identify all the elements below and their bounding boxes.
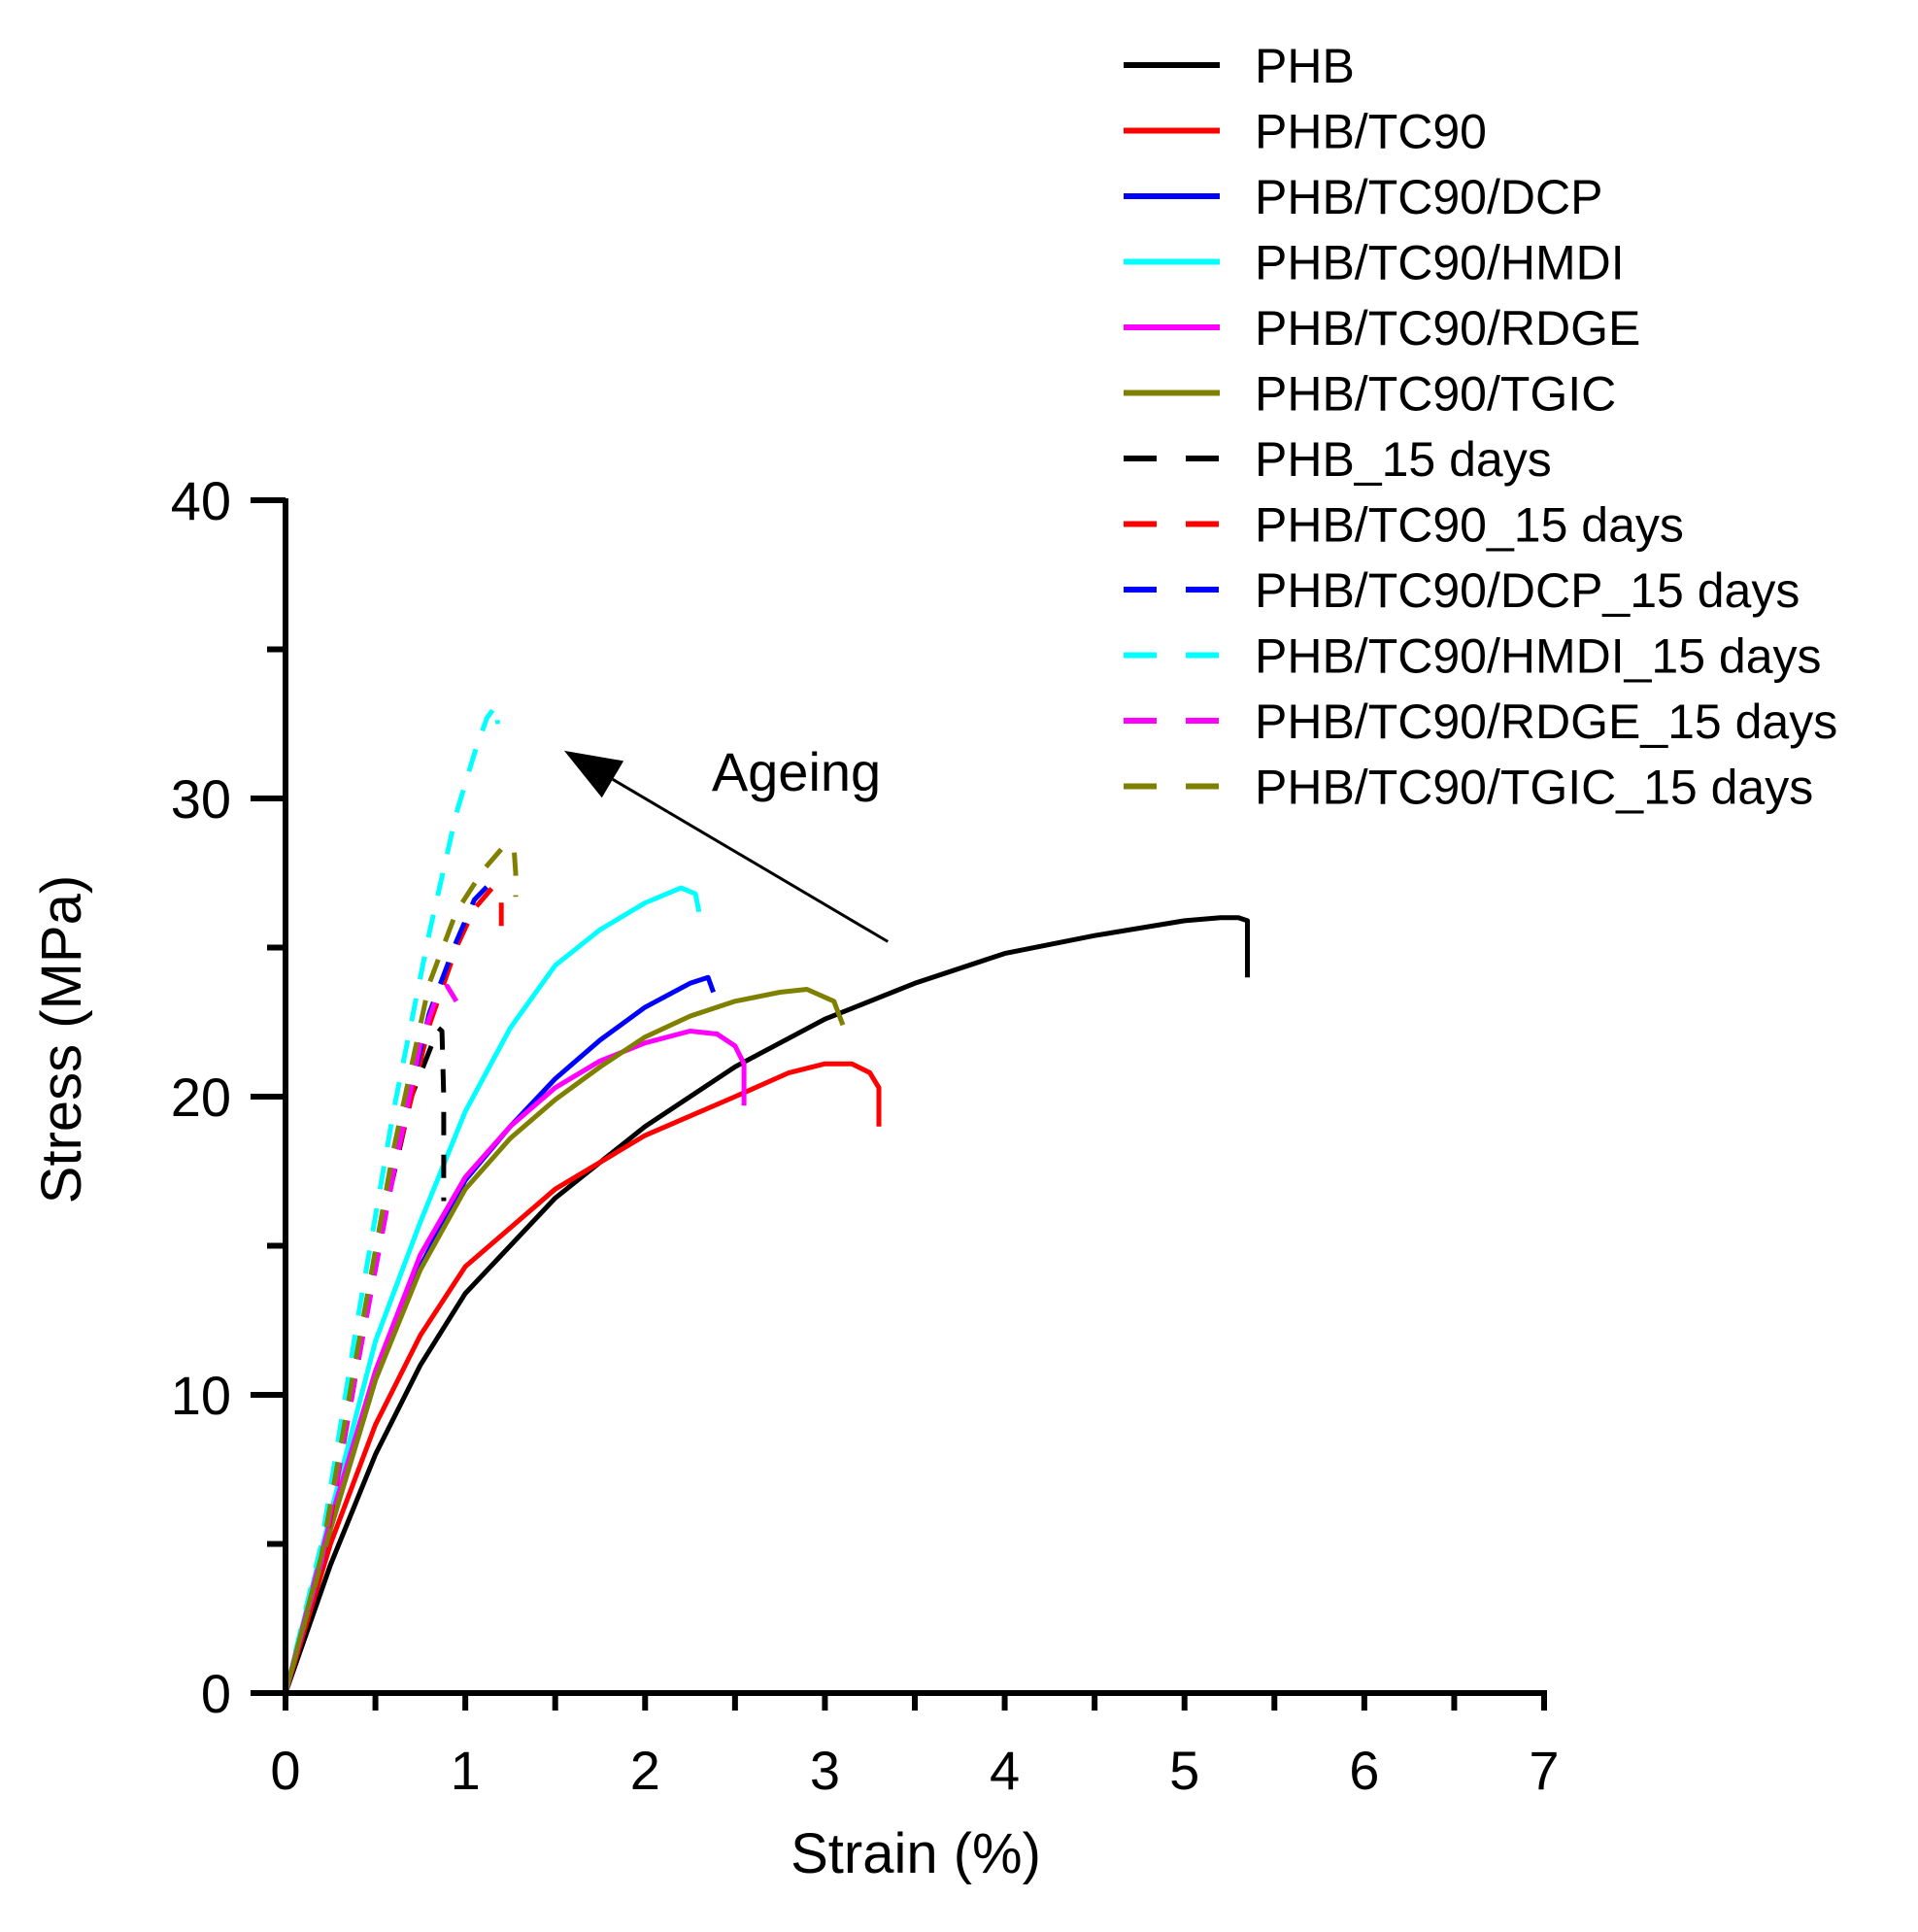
y-tick-label: 20 [171, 1067, 231, 1128]
legend-label-8: PHB/TC90/DCP_15 days [1255, 563, 1800, 618]
series-line-1 [283, 1061, 882, 1694]
ageing-annotation: Ageing [563, 741, 889, 943]
x-tick-label: 0 [270, 1740, 300, 1801]
series-line-4 [283, 1029, 747, 1694]
x-tick-label: 7 [1529, 1740, 1559, 1801]
x-tick-label: 3 [810, 1740, 840, 1801]
x-tick-label: 2 [630, 1740, 660, 1801]
y-tick-label: 30 [171, 768, 231, 830]
legend: PHB PHB/TC90 PHB/TC90/DCP PHB/TC90/HMDI PHB/… [1124, 39, 1837, 815]
y-tick-label: 40 [171, 470, 231, 531]
x-tick-label: 6 [1349, 1740, 1379, 1801]
series-layer [283, 703, 1250, 1694]
y-axis-label: Stress (MPa) [30, 875, 93, 1203]
series-line-11 [283, 843, 519, 1694]
axes: 0 1 2 3 4 5 6 7 0 10 20 30 40 [171, 470, 1560, 1801]
series-line-3 [283, 885, 702, 1694]
x-tick-label: 1 [451, 1740, 481, 1801]
legend-label-9: PHB/TC90/HMDI_15 days [1255, 629, 1822, 684]
series-line-5 [283, 987, 846, 1694]
x-tick-label: 4 [990, 1740, 1020, 1801]
legend-label-7: PHB/TC90_15 days [1255, 498, 1684, 553]
legend-label-11: PHB/TC90/TGIC_15 days [1255, 761, 1813, 815]
legend-label-10: PHB/TC90/RDGE_15 days [1255, 695, 1837, 749]
ageing-arrow [612, 778, 889, 943]
legend-label-3: PHB/TC90/HMDI [1255, 236, 1625, 290]
y-ticks: 0 10 20 30 40 [171, 470, 286, 1724]
series-line-10 [283, 983, 459, 1694]
legend-label-6: PHB_15 days [1255, 432, 1552, 487]
legend-label-2: PHB/TC90/DCP [1255, 170, 1602, 224]
x-axis-label: Strain (%) [791, 1822, 1041, 1885]
legend-label-4: PHB/TC90/RDGE [1255, 301, 1640, 356]
x-tick-label: 5 [1169, 1740, 1199, 1801]
y-tick-label: 10 [171, 1365, 231, 1426]
x-ticks: 0 1 2 3 4 5 6 7 [270, 1693, 1560, 1801]
legend-label-5: PHB/TC90/TGIC [1255, 367, 1616, 422]
series-line-0 [283, 915, 1250, 1694]
legend-label-0: PHB [1255, 39, 1355, 93]
ageing-label: Ageing [712, 741, 881, 802]
ageing-arrowhead [563, 750, 624, 798]
y-tick-label: 0 [201, 1663, 231, 1724]
series-line-2 [283, 974, 716, 1694]
series-line-9 [283, 703, 500, 1694]
legend-label-1: PHB/TC90 [1255, 105, 1487, 159]
